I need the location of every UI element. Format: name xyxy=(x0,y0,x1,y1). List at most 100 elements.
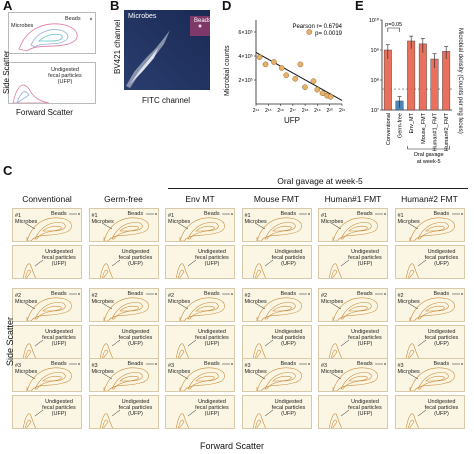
beads-label: Beads xyxy=(65,16,81,22)
ufp-label: Undigested fecal particles (UFP) xyxy=(42,399,76,417)
facs-plot-ufp: Undigested fecal particles (UFP) xyxy=(88,395,159,429)
replicate-label: #1 xyxy=(397,213,404,219)
microbes-label: Microbes xyxy=(397,219,420,225)
beads-label: Beads xyxy=(204,291,220,297)
column-header: Human#2 FMT xyxy=(401,194,458,204)
beads-label: Beads xyxy=(204,361,220,367)
replicate-label: #3 xyxy=(91,363,98,369)
microbes-label: Microbes xyxy=(244,369,267,375)
facs-plot-microbes: #2 Microbes Beads xyxy=(12,288,82,322)
bar xyxy=(407,40,416,111)
x-tick-label: 2¹⁵ xyxy=(265,108,272,114)
facs-plot-microbes: #2 Microbes Beads xyxy=(88,288,159,322)
beads-label: Beads xyxy=(51,291,67,297)
microbes-label: Microbes xyxy=(321,219,344,225)
replicate-label: #3 xyxy=(15,363,22,369)
y-tick-label: 10⁹ xyxy=(371,47,379,54)
beads-label: Beads xyxy=(51,211,67,217)
ufp-label: Undigested fecal particles (UFP) xyxy=(118,249,153,267)
facs-plot-ufp: Undigested fecal particles (UFP) xyxy=(12,325,82,359)
beads-label: Beads xyxy=(127,211,144,217)
microbes-label: Microbes xyxy=(128,13,157,20)
x-tick-label: 2¹⁹ xyxy=(314,108,321,114)
y-tick-label: 4×10⁵ xyxy=(238,53,253,60)
y-tick-label: 10⁷ xyxy=(371,107,379,114)
x-tick-label: 2¹⁸ xyxy=(302,108,309,114)
panel-label-d: D xyxy=(222,0,232,13)
data-point xyxy=(310,78,317,85)
data-point xyxy=(306,29,313,35)
microbes-label: Microbes xyxy=(91,369,114,375)
contour-plot xyxy=(405,409,426,428)
ufp-label: Undigested fecal particles (UFP) xyxy=(348,249,382,267)
facs-plot-ufp: Undigested fecal particles (UFP) xyxy=(318,325,388,359)
axis-label-y: Side Scatter xyxy=(5,316,15,366)
facs-plot-ufp: Undigested fecal particles (UFP) xyxy=(394,395,465,429)
contour-plot xyxy=(12,84,50,103)
ufp-label: Undigested fecal particles (UFP) xyxy=(195,329,229,347)
ufp-label: Undigested fecal particles (UFP) xyxy=(118,329,153,347)
replicate-label: #1 xyxy=(91,213,98,219)
significance-bracket xyxy=(387,27,400,32)
contour-plot xyxy=(18,17,93,52)
data-point xyxy=(297,61,304,68)
contour-plot xyxy=(24,213,80,241)
ufp-label: Undigested fecal particles (UFP) xyxy=(348,399,382,417)
gavage-bracket-label: Oral gavage xyxy=(414,152,444,158)
facs-plot-microbes: #1 Microbes Beads xyxy=(394,208,465,242)
facs-plot-ufp: Undigested fecal particles (UFP) xyxy=(318,395,388,429)
ufp-label: Undigested fecal particles (UFP) xyxy=(195,249,229,267)
facs-plot-ufp: Undigested fecal particles (UFP) xyxy=(12,395,82,429)
facs-plot-microbes: #3 Microbes Beads xyxy=(394,358,465,392)
axis-label-x: Forward Scatter xyxy=(16,108,73,117)
contour-plot xyxy=(23,339,44,358)
contour-plot xyxy=(330,213,386,241)
beads-label: Beads xyxy=(280,211,297,217)
microbes-label: Microbes xyxy=(15,219,38,225)
contour-plot xyxy=(330,293,386,321)
y-tick-label: 2×10⁵ xyxy=(238,77,253,84)
ufp-label: Undigested fecal particles (UFP) xyxy=(424,249,459,267)
beads-label: Beads xyxy=(357,361,373,367)
ufp-label: Undigested fecal particles (UFP) xyxy=(118,399,153,417)
replicate-label: #3 xyxy=(321,363,328,369)
x-tick-label: Human#1_FMT xyxy=(433,112,439,151)
contour-plot xyxy=(23,409,44,428)
p-value-label: p= 0.0019 xyxy=(315,31,343,37)
axis-label-y: Side Scatter xyxy=(2,50,11,94)
facs-plot-ufp: Undigested fecal particles (UFP) xyxy=(165,245,235,279)
facs-plot-ufp: Undigested fecal particles (UFP) xyxy=(394,325,465,359)
contour-plot xyxy=(329,339,350,358)
x-tick-label: Conventional xyxy=(386,113,392,145)
facs-plot-ufp: Undigested fecal particles (UFP) xyxy=(165,325,235,359)
panel-b: Microbes Beads BV421 channel FITC channe… xyxy=(112,8,212,112)
contour-plot xyxy=(254,293,310,321)
x-tick-label: 2¹⁷ xyxy=(290,108,296,114)
facs-plot-ufp: Undigested fecal particles (UFP) xyxy=(394,245,465,279)
facs-plot-microbes: #2 Microbes Beads xyxy=(318,288,388,322)
contour-plot xyxy=(252,259,273,278)
microbes-label: Microbes xyxy=(244,219,267,225)
facs-plot-microbes: #3 Microbes Beads xyxy=(12,358,82,392)
gavage-bracket xyxy=(407,146,450,150)
beads-label: Beads xyxy=(280,361,297,367)
replicate-label: #2 xyxy=(321,293,328,299)
facs-plot-ufp: Undigested fecal particles (UFP) xyxy=(318,245,388,279)
data-point xyxy=(262,61,269,68)
contour-plot xyxy=(329,409,350,428)
axis-label-y: BV421 channel xyxy=(113,19,122,74)
facs-plot-ufp: Undigested fecal particles (UFP) xyxy=(12,245,82,279)
column-header: Env MT xyxy=(185,194,215,204)
facs-plot-microbes: #3 Microbes Beads xyxy=(165,358,235,392)
x-tick-label: Human#2_FMT xyxy=(444,112,450,151)
facs-plot-ufp: Undigested fecal particles (UFP) xyxy=(88,245,159,279)
panel-e: Microbial density (Counts per mg feces) … xyxy=(352,8,474,166)
beads-label: Beads xyxy=(280,291,297,297)
data-point xyxy=(292,75,299,82)
replicate-label: #3 xyxy=(168,363,175,369)
beads-label: Beads xyxy=(204,211,220,217)
scatter-chart: 6×10⁵ 4×10⁵ 2×10⁵ 2¹⁴ 2¹⁵ 2¹⁶ 2¹⁷ 2¹⁸ 2¹⁹ 2²⁰ 2²¹ P… xyxy=(238,20,345,114)
data-point xyxy=(283,72,290,79)
data-point xyxy=(314,86,321,93)
microbes-label: Microbes xyxy=(397,369,420,375)
